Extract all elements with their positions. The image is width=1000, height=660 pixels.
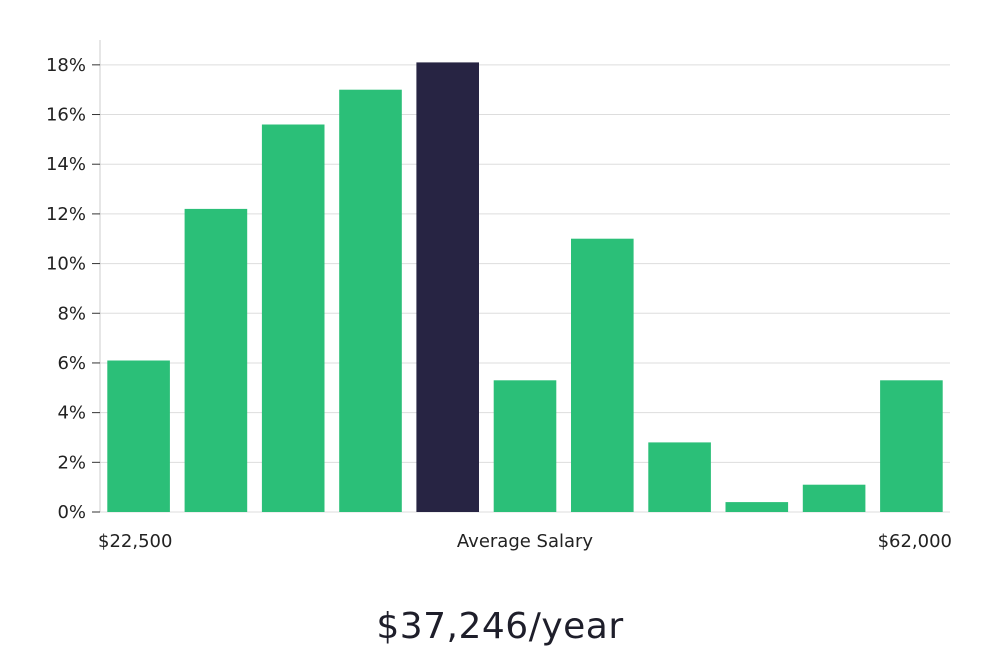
bar <box>339 89 402 512</box>
y-tick-label: 12% <box>46 204 86 225</box>
salary-distribution-chart: 0% 2% 4% 6% 8% 10% 12% 14% 16% 18% $22,500 Averag… <box>46 40 952 552</box>
y-tick-label: 0% <box>57 502 86 523</box>
x-start-label: $22,500 <box>98 531 172 552</box>
bar <box>493 380 557 512</box>
y-tick-label: 10% <box>46 254 86 275</box>
y-tick-label: 4% <box>57 403 86 424</box>
bars <box>107 62 943 513</box>
bar-highlighted <box>416 62 479 513</box>
bar <box>184 208 248 512</box>
average-salary-value: $37,246/year <box>376 606 624 647</box>
x-axis: $22,500 Average Salary $62,000 <box>98 531 952 552</box>
x-end-label: $62,000 <box>878 531 952 552</box>
y-tick-label: 16% <box>46 105 86 126</box>
y-tick-label: 6% <box>57 353 86 374</box>
y-axis: 0% 2% 4% 6% 8% 10% 12% 14% 16% 18% <box>46 40 101 523</box>
bar <box>107 360 170 512</box>
y-tick-label: 2% <box>57 452 86 473</box>
y-tick-label: 8% <box>57 303 86 324</box>
y-tick-label: 14% <box>46 154 86 175</box>
bar <box>880 380 943 512</box>
bar <box>261 124 325 512</box>
x-axis-label: Average Salary <box>457 531 594 552</box>
bar <box>648 442 711 512</box>
y-tick-label: 18% <box>46 55 86 76</box>
bar <box>725 502 789 512</box>
bar <box>571 238 634 512</box>
bar <box>802 484 866 512</box>
